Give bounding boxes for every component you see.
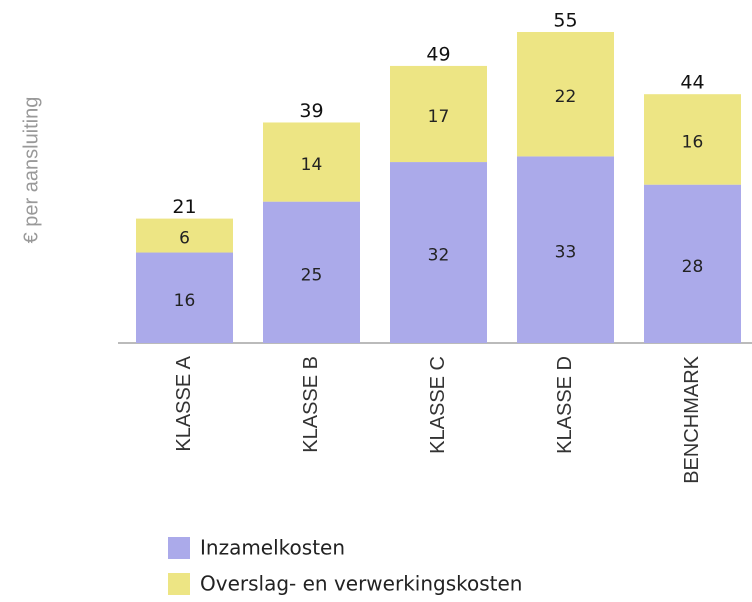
value-label: 28 [682,257,704,277]
bar-segment [136,252,233,343]
value-label: 33 [555,243,577,263]
legend-swatch [168,573,190,595]
value-label: 25 [301,265,323,285]
x-tick-label: KLASSE B [300,356,322,453]
total-label: 39 [299,100,323,122]
legend-label: Inzamelkosten [200,536,345,560]
bar-segment [517,32,614,157]
total-label: 49 [426,43,450,65]
x-tick-label: KLASSE C [427,356,449,454]
bar-segment [517,156,614,343]
legend-label: Overslag- en verwerkingskosten [200,572,522,596]
bar-segment [644,184,741,343]
x-tick-label: KLASSE A [173,355,195,451]
x-tick-label: BENCHMARK [681,355,703,483]
bar-segment [390,65,487,163]
total-label: 21 [172,196,196,218]
value-label: 22 [555,87,577,107]
y-axis-label: € per aansluiting [20,97,42,244]
bar-segment [644,94,741,185]
value-label: 16 [174,291,196,311]
total-label: 44 [680,72,704,94]
value-label: 17 [428,107,450,127]
bar-segment [390,162,487,343]
total-label: 55 [553,10,577,32]
value-label: 6 [179,229,190,249]
value-label: 32 [428,246,450,266]
bar-segment [136,218,233,253]
bar-segment [263,201,360,343]
value-label: 16 [682,132,704,152]
legend-swatch [168,537,190,559]
x-tick-label: KLASSE D [554,356,576,454]
bar-segment [263,122,360,202]
value-label: 14 [301,155,323,175]
